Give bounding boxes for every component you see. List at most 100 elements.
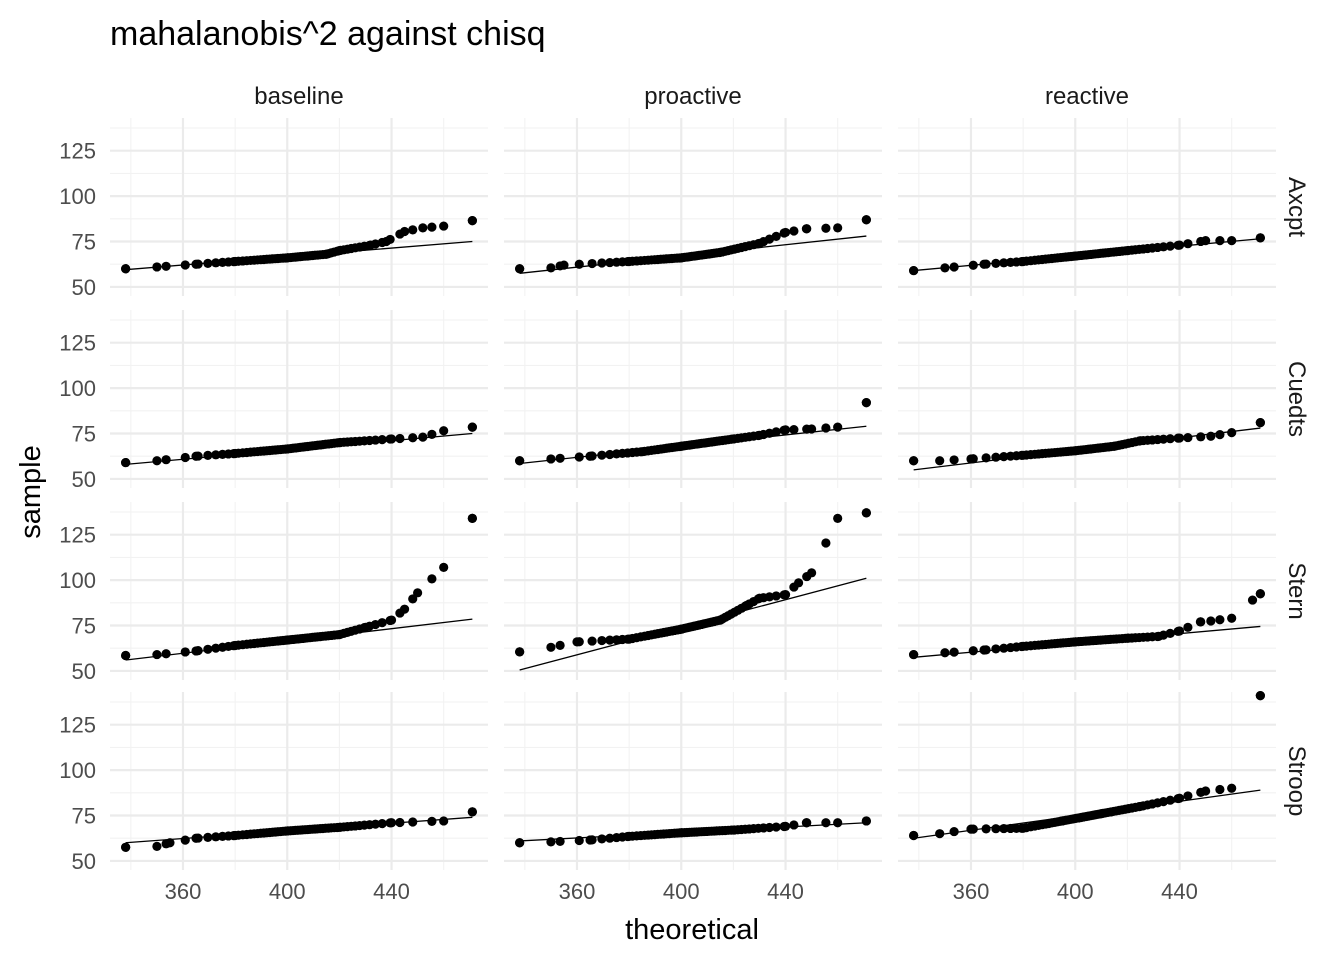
data-point bbox=[999, 823, 1009, 834]
data-point bbox=[1255, 233, 1265, 243]
chart-title: mahalanobis^2 against chisq bbox=[110, 15, 546, 53]
data-point bbox=[802, 571, 812, 582]
data-point bbox=[833, 223, 843, 233]
data-point bbox=[597, 834, 607, 844]
y-tick-label: 100 bbox=[59, 184, 96, 209]
panel-cuedts-reactive bbox=[898, 310, 1276, 488]
data-point bbox=[771, 591, 781, 601]
data-point bbox=[909, 265, 919, 276]
data-point bbox=[587, 451, 597, 461]
data-point bbox=[395, 229, 405, 239]
data-point bbox=[377, 237, 387, 248]
data-point bbox=[605, 833, 615, 843]
panel-axcpt-reactive bbox=[898, 118, 1276, 296]
data-point bbox=[121, 457, 131, 468]
data-point bbox=[467, 513, 477, 523]
data-point bbox=[439, 816, 449, 826]
data-point bbox=[1206, 616, 1216, 626]
data-point bbox=[802, 818, 812, 828]
x-tick-label: 440 bbox=[767, 879, 804, 904]
data-point bbox=[546, 837, 556, 847]
data-point bbox=[1158, 434, 1169, 444]
data-point bbox=[981, 824, 991, 834]
data-point bbox=[1173, 793, 1183, 804]
strip-label-reactive: reactive bbox=[1045, 83, 1129, 110]
x-tick-label: 400 bbox=[663, 879, 700, 904]
data-point bbox=[1173, 240, 1183, 250]
data-point bbox=[395, 433, 405, 444]
data-point bbox=[180, 452, 190, 463]
data-point bbox=[377, 618, 387, 628]
data-point bbox=[180, 647, 190, 657]
data-point bbox=[949, 455, 959, 465]
data-point bbox=[833, 818, 843, 828]
data-point bbox=[203, 258, 213, 268]
data-point bbox=[1227, 783, 1237, 793]
data-point bbox=[427, 574, 437, 584]
data-point bbox=[935, 456, 945, 466]
data-point bbox=[1227, 613, 1237, 623]
data-point bbox=[764, 822, 775, 833]
data-point bbox=[1183, 239, 1193, 249]
data-point bbox=[546, 454, 556, 464]
data-point bbox=[999, 452, 1009, 462]
data-point bbox=[968, 454, 978, 464]
data-point bbox=[764, 592, 775, 602]
data-point bbox=[427, 429, 437, 439]
data-point bbox=[909, 649, 919, 660]
data-point bbox=[587, 835, 597, 845]
data-point bbox=[515, 647, 525, 657]
data-point bbox=[821, 818, 831, 828]
data-point bbox=[467, 807, 477, 817]
data-point bbox=[555, 453, 565, 463]
data-point bbox=[909, 830, 919, 841]
data-point bbox=[991, 644, 1001, 654]
data-point bbox=[555, 836, 565, 847]
strip-label-stroop: Stroop bbox=[1283, 746, 1310, 817]
panels-layer bbox=[110, 118, 1276, 870]
data-point bbox=[203, 832, 213, 842]
x-tick-label: 440 bbox=[1161, 879, 1198, 904]
data-point bbox=[408, 433, 418, 443]
strip-label-cuedts: Cuedts bbox=[1283, 361, 1310, 437]
data-point bbox=[1215, 236, 1225, 246]
x-tick-label: 360 bbox=[559, 879, 596, 904]
data-point bbox=[968, 824, 978, 834]
data-point bbox=[193, 451, 203, 461]
data-point bbox=[574, 835, 584, 846]
data-point bbox=[413, 588, 423, 598]
data-point bbox=[789, 226, 799, 236]
data-point bbox=[949, 826, 959, 837]
data-point bbox=[779, 425, 789, 435]
data-point bbox=[152, 262, 162, 272]
y-tick-label: 50 bbox=[72, 467, 96, 492]
data-point bbox=[605, 635, 615, 645]
y-tick-label: 75 bbox=[72, 804, 96, 829]
data-point bbox=[418, 223, 428, 233]
data-point bbox=[789, 820, 799, 830]
x-axis-title: theoretical bbox=[625, 914, 759, 946]
data-point bbox=[370, 819, 381, 829]
data-point bbox=[515, 838, 525, 848]
data-point bbox=[789, 582, 799, 592]
data-point bbox=[940, 648, 950, 658]
data-point bbox=[597, 258, 607, 268]
data-point bbox=[1165, 241, 1175, 251]
data-point bbox=[152, 456, 162, 466]
data-point bbox=[771, 231, 781, 241]
data-point bbox=[821, 538, 831, 548]
data-point bbox=[211, 450, 221, 460]
data-point bbox=[546, 642, 556, 652]
panel-stroop-baseline bbox=[110, 692, 488, 870]
y-tick-label: 75 bbox=[72, 614, 96, 639]
panel-axcpt-baseline bbox=[110, 118, 488, 296]
data-point bbox=[574, 452, 584, 462]
data-point bbox=[546, 263, 556, 273]
data-point bbox=[821, 423, 831, 433]
data-point bbox=[211, 643, 221, 653]
data-point bbox=[981, 259, 991, 269]
data-point bbox=[385, 615, 395, 626]
data-point bbox=[180, 835, 190, 845]
data-point bbox=[439, 221, 449, 231]
data-point bbox=[1183, 432, 1193, 443]
